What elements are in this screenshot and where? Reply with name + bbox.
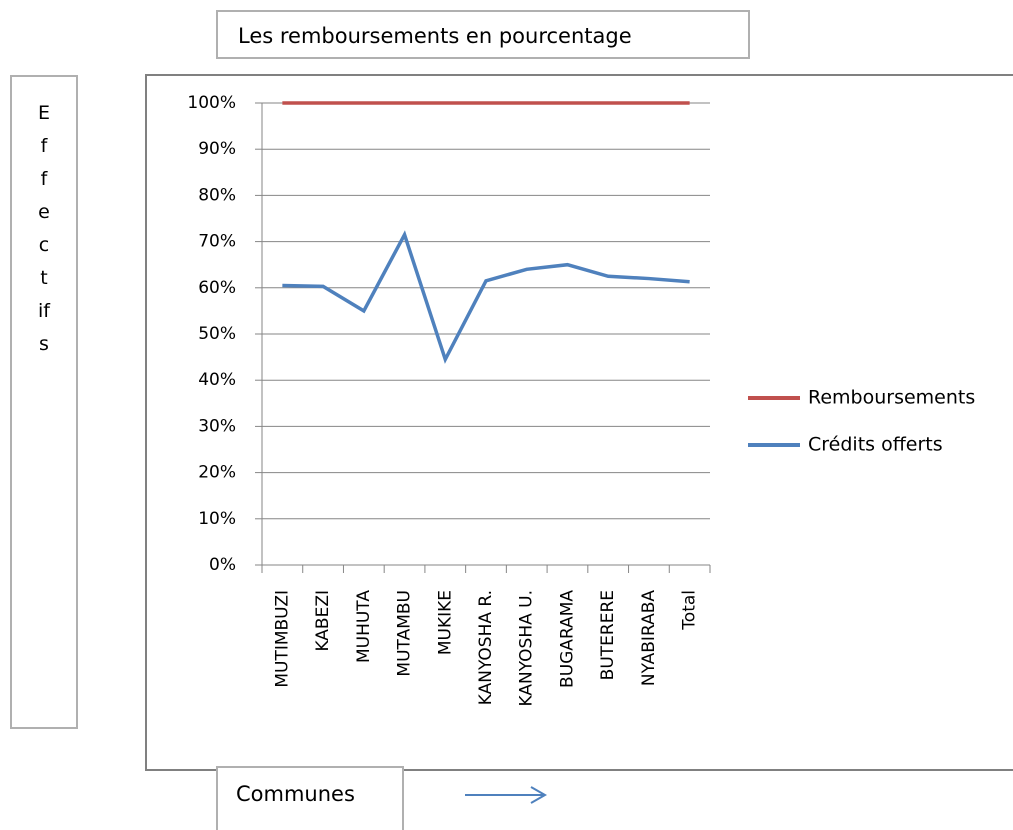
title-box: Les remboursements en pourcentage [216,10,750,59]
y-tick-label: 70% [198,232,236,252]
y-tick-label: 20% [198,463,236,483]
y-tick-label: 0% [209,555,236,575]
x-label-box: Communes [216,766,404,830]
x-tick-label: MUKIKE [435,590,455,655]
x-tick-label: BUGARAMA [557,590,577,688]
y-tick-label: 40% [198,370,236,390]
chart-frame [145,74,1013,771]
x-tick-label: KABEZI [313,590,333,652]
x-axis-label: Communes [236,782,355,806]
x-tick-label: MUHUTA [354,590,374,663]
y-tick-label: 10% [198,509,236,529]
x-tick-label: MUTAMBU [395,590,415,677]
x-tick-label: Total [680,590,700,631]
chart-title: Les remboursements en pourcentage [238,24,632,48]
y-tick-label: 90% [198,139,236,159]
arrow-head [530,786,548,804]
y-tick-label: 30% [198,416,236,436]
x-tick-label: KANYOSHA R. [476,590,496,705]
y-tick-label: 100% [187,93,236,113]
legend-label: Crédits offerts [808,434,943,456]
y-tick-label: 60% [198,278,236,298]
x-tick-label: MUTIMBUZI [272,590,292,688]
legend-label: Remboursements [808,387,975,409]
series-line [282,230,690,364]
y-axis-label: Effectifs [37,102,50,355]
y-tick-label: 50% [198,324,236,344]
x-tick-label: KANYOSHA U. [517,590,537,707]
y-label-box: Effectifs [10,75,78,729]
y-tick-label: 80% [198,185,236,205]
x-tick-label: BUTERERE [598,590,618,680]
x-tick-label: NYABIRABA [639,590,659,687]
